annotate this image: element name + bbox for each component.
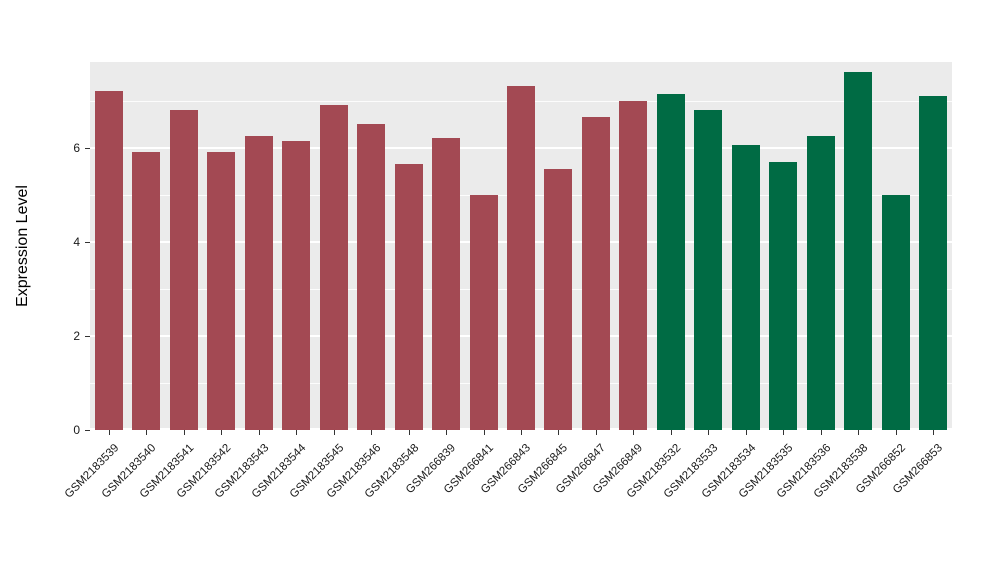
bar-GSM2183539 bbox=[95, 91, 123, 430]
bar-GSM266852 bbox=[882, 195, 910, 430]
x-tick-mark bbox=[858, 430, 859, 435]
x-tick-mark bbox=[371, 430, 372, 435]
x-tick-mark bbox=[671, 430, 672, 435]
x-tick-mark bbox=[596, 430, 597, 435]
bar-GSM2183540 bbox=[132, 152, 160, 430]
x-tick-mark bbox=[558, 430, 559, 435]
bar-GSM2183543 bbox=[245, 136, 273, 430]
bar-GSM2183533 bbox=[694, 110, 722, 430]
x-tick-mark bbox=[221, 430, 222, 435]
x-tick-mark bbox=[783, 430, 784, 435]
bar-GSM2183548 bbox=[395, 164, 423, 430]
bar-GSM266847 bbox=[582, 117, 610, 430]
plot-panel bbox=[90, 62, 952, 430]
y-axis-title: Expression Level bbox=[14, 185, 31, 307]
x-tick-mark bbox=[821, 430, 822, 435]
bar-GSM2183546 bbox=[357, 124, 385, 430]
bar-GSM2183535 bbox=[769, 162, 797, 430]
y-tick-mark bbox=[85, 335, 90, 337]
x-tick-mark bbox=[633, 430, 634, 435]
y-tick-label: 4 bbox=[73, 234, 80, 249]
bar-GSM2183545 bbox=[320, 105, 348, 430]
bar-GSM266849 bbox=[619, 101, 647, 430]
x-tick-mark bbox=[484, 430, 485, 435]
y-tick-label: 6 bbox=[73, 140, 80, 155]
x-tick-mark bbox=[296, 430, 297, 435]
bar-GSM266839 bbox=[432, 138, 460, 430]
x-tick-mark bbox=[446, 430, 447, 435]
bar-GSM266841 bbox=[470, 195, 498, 430]
bar-GSM2183541 bbox=[170, 110, 198, 430]
bar-GSM2183532 bbox=[657, 94, 685, 430]
bar-GSM266853 bbox=[919, 96, 947, 430]
bar-GSM2183544 bbox=[282, 141, 310, 430]
x-tick-mark bbox=[109, 430, 110, 435]
bar-GSM2183538 bbox=[844, 72, 872, 430]
y-tick-mark bbox=[85, 147, 90, 149]
x-tick-mark bbox=[521, 430, 522, 435]
x-tick-mark bbox=[146, 430, 147, 435]
x-tick-mark bbox=[334, 430, 335, 435]
y-tick-label: 0 bbox=[73, 423, 80, 437]
bar-GSM2183542 bbox=[207, 152, 235, 430]
y-tick-mark bbox=[85, 430, 90, 431]
bar-GSM2183534 bbox=[732, 145, 760, 430]
x-tick-mark bbox=[708, 430, 709, 435]
bar-GSM266845 bbox=[544, 169, 572, 430]
y-tick-label: 2 bbox=[73, 328, 80, 343]
x-tick-mark bbox=[409, 430, 410, 435]
x-tick-mark bbox=[184, 430, 185, 435]
y-tick-mark bbox=[85, 241, 90, 243]
x-tick-mark bbox=[259, 430, 260, 435]
x-tick-mark bbox=[746, 430, 747, 435]
bar-GSM266843 bbox=[507, 86, 535, 430]
bar-GSM2183536 bbox=[807, 136, 835, 430]
x-tick-mark bbox=[933, 430, 934, 435]
x-tick-mark bbox=[896, 430, 897, 435]
